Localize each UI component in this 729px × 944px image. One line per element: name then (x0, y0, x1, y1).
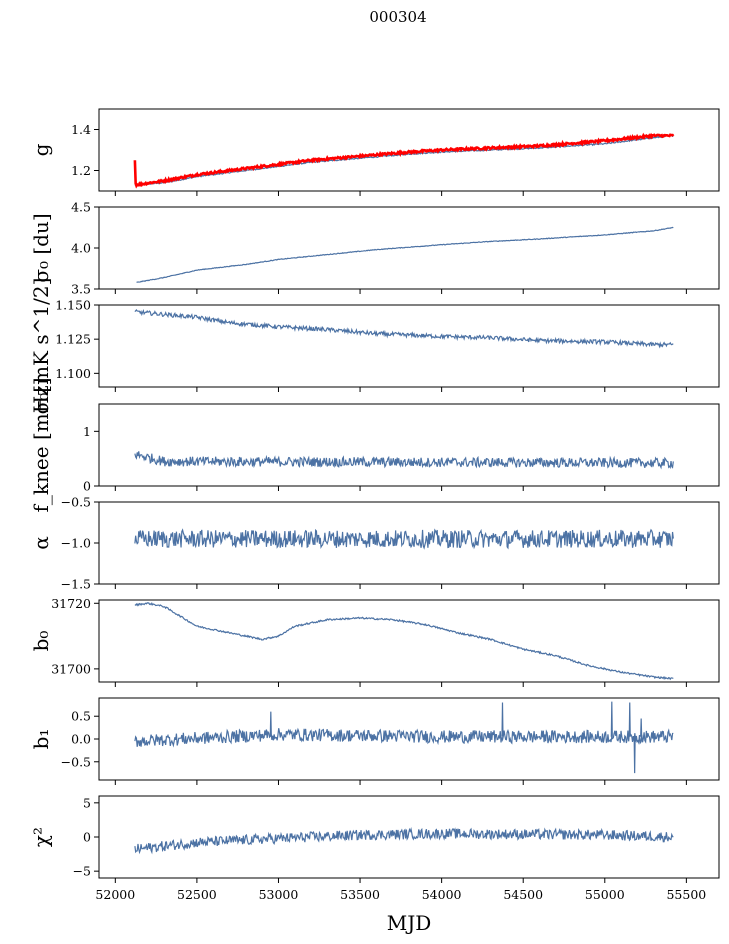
y-tick-label: −5 (73, 864, 91, 879)
y-axis-label-g: g (29, 143, 53, 156)
y-tick-label: 31720 (51, 596, 91, 611)
y-tick-label: 31700 (51, 661, 91, 676)
y-tick-label: 1.150 (55, 298, 91, 313)
y-tick-label: 0 (83, 479, 91, 494)
x-tick-label: 54500 (503, 887, 543, 902)
y-tick-label: 0.5 (71, 709, 91, 724)
y-axis-label-b0: b₀ (29, 631, 53, 652)
series-line-sigma0-du-0 (136, 226, 674, 283)
y-axis-label-chi2: χ² (29, 827, 53, 847)
x-axis-label: MJD (387, 911, 432, 935)
panel-frame (98, 304, 720, 388)
series-line-chi2-0 (134, 827, 674, 855)
y-axis-label-sigma0-du: σ₀ [du] (29, 213, 53, 282)
series-line-g-1 (133, 132, 675, 189)
y-tick-label: 1 (83, 424, 91, 439)
panel-frame (98, 599, 720, 683)
panel-alpha: −1.5 −1.0 −0.5 α (29, 495, 720, 592)
series-line-b0-0 (134, 601, 674, 681)
y-tick-label: 1.4 (71, 122, 91, 137)
y-tick-label: 1.100 (55, 366, 91, 381)
x-tick-label: 53500 (340, 887, 380, 902)
y-axis-label-fknee: f_knee [mHz] (29, 378, 53, 513)
x-tick-label: 52500 (177, 887, 217, 902)
y-axis-label-sigma0-mk: σ₀[mK s^1/2] (29, 278, 53, 415)
y-tick-label: 3.5 (71, 282, 91, 297)
figure-title: 000304 (369, 8, 426, 26)
series-line-sigma0-mk-0 (134, 308, 674, 349)
series-line-b1-0 (134, 701, 674, 774)
x-tick-label: 55500 (666, 887, 706, 902)
y-tick-label: 0.0 (71, 732, 91, 747)
panel-fknee: 0 1 f_knee [mHz] (29, 378, 720, 513)
y-tick-label: 0 (83, 830, 91, 845)
series-line-fknee-0 (134, 451, 674, 470)
panels: 1.2 1.4 g 3.5 4.0 4.5 σ₀ [du] 1.100 1.125 1.150σ₀… (29, 108, 720, 902)
y-tick-label: 5 (83, 795, 91, 810)
y-tick-label: −1.0 (61, 536, 91, 551)
panel-frame (98, 795, 720, 879)
x-tick-label: 52000 (95, 887, 135, 902)
y-axis-label-b1: b₁ (29, 729, 53, 750)
y-tick-label: 4.5 (71, 200, 91, 215)
y-tick-label: −1.5 (61, 577, 91, 592)
panel-frame (98, 108, 720, 192)
y-tick-label: −0.5 (61, 495, 91, 510)
series-line-alpha-0 (134, 528, 674, 550)
panel-chi2: 52000 52500 53000 53500 54000 54500 55000 55500… (29, 795, 720, 902)
y-tick-label: −0.5 (61, 754, 91, 769)
panel-sigma0-du: 3.5 4.0 4.5 σ₀ [du] (29, 200, 720, 297)
x-tick-label: 55000 (585, 887, 625, 902)
y-axis-label-alpha: α (29, 536, 53, 550)
y-tick-label: 1.125 (55, 332, 91, 347)
x-tick-label: 54000 (422, 887, 462, 902)
panel-frame (98, 206, 720, 290)
y-tick-label: 4.0 (71, 241, 91, 256)
x-tick-label: 53000 (259, 887, 299, 902)
panel-b1: −0.5 0.0 0.5 b₁ (29, 697, 720, 785)
panel-frame (98, 403, 720, 487)
y-tick-label: 1.2 (71, 163, 91, 178)
panel-g: 1.2 1.4 g (29, 108, 720, 196)
panel-b0: 31700 31720 b₀ (29, 596, 720, 687)
